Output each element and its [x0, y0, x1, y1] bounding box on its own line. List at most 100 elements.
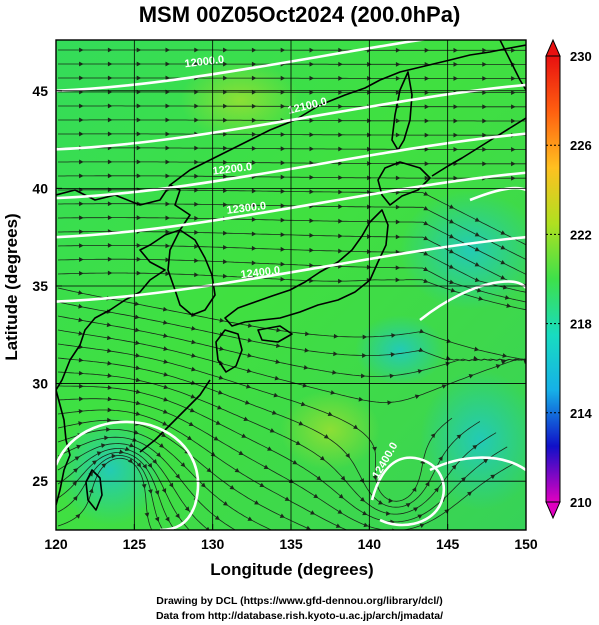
streamline-arrow	[338, 218, 343, 224]
streamline-arrow	[165, 215, 170, 221]
streamline-arrow	[453, 147, 458, 152]
contour-label: 12400.0	[240, 264, 281, 281]
streamline-arrow	[191, 366, 197, 372]
streamline-arrow	[106, 322, 112, 328]
streamline-arrow	[156, 452, 162, 458]
streamline-arrow	[194, 272, 199, 278]
streamline-arrow	[309, 189, 314, 195]
x-tick-label: 140	[358, 536, 382, 552]
streamline-arrow	[372, 475, 378, 481]
streamline-arrow	[300, 401, 306, 407]
coast-honshu	[224, 209, 389, 327]
streamline-arrow	[194, 173, 199, 179]
streamline-arrow	[511, 175, 516, 181]
x-tick-label: 130	[201, 536, 225, 552]
streamline-arrow	[418, 347, 424, 353]
streamline-arrow	[474, 262, 480, 267]
streamline-arrow	[451, 464, 457, 470]
streamline-arrow	[246, 368, 252, 373]
streamline-arrow	[136, 243, 142, 248]
streamline-arrow	[423, 251, 429, 256]
x-tick-label: 135	[279, 536, 303, 552]
streamline-arrow	[79, 257, 84, 262]
streamline-arrow	[154, 516, 160, 522]
streamline-arrow	[247, 352, 253, 358]
contour-low-south	[370, 456, 446, 527]
streamline-arrow	[303, 365, 309, 370]
streamline-arrow	[107, 173, 113, 179]
streamline-arrow	[72, 495, 78, 501]
streamline-arrow	[453, 47, 458, 53]
streamline-arrow	[189, 407, 195, 413]
streamline-arrow	[136, 47, 142, 53]
streamline-arrow	[107, 103, 113, 109]
streamline-arrow	[424, 175, 430, 181]
streamline-arrow	[474, 277, 480, 283]
streamline-arrow	[136, 117, 142, 123]
streamline-arrow	[219, 317, 225, 323]
streamline-arrow	[453, 104, 458, 110]
streamline-arrow	[424, 104, 430, 110]
streamline-arrow	[79, 47, 84, 53]
x-tick-label: 150	[514, 536, 538, 552]
streamline-arrow	[430, 433, 436, 439]
coast-mainland-asia	[56, 184, 191, 391]
x-axis-label: Longitude (degrees)	[210, 560, 373, 579]
streamline-arrow	[424, 118, 430, 124]
streamline-arrow	[79, 131, 84, 137]
streamline-arrow	[338, 47, 343, 53]
streamline-arrow	[107, 385, 113, 390]
streamline-arrow	[424, 132, 430, 138]
streamline-arrow	[511, 76, 516, 81]
streamline-arrow	[337, 509, 343, 514]
streamline-arrow	[165, 229, 170, 235]
streamline-arrow	[107, 243, 113, 248]
streamline-arrow	[504, 295, 510, 300]
streamline-arrow	[395, 132, 401, 138]
streamline-arrow	[309, 132, 314, 138]
streamline-arrow	[474, 217, 480, 222]
streamline-arrow	[424, 146, 430, 152]
streamline	[57, 419, 313, 530]
streamline	[57, 448, 190, 530]
streamline-arrow	[395, 47, 401, 53]
streamline-arrow	[259, 482, 265, 488]
streamline-arrow	[424, 76, 430, 81]
streamline-arrow	[96, 451, 102, 456]
streamline-arrow	[144, 512, 150, 518]
streamline-arrow	[298, 421, 304, 426]
streamline	[58, 91, 526, 93]
streamline-arrow	[222, 501, 229, 506]
streamline-arrow	[133, 430, 140, 435]
streamline-arrow	[78, 317, 84, 323]
streamline-arrow	[332, 370, 337, 375]
streamline-arrow	[309, 174, 314, 180]
streamline	[58, 77, 526, 79]
streamline-arrow	[136, 173, 142, 179]
streamline-arrow	[309, 104, 314, 109]
contour-sw-circle	[56, 420, 200, 530]
streamline-arrow	[194, 244, 199, 249]
streamline-arrow	[217, 390, 224, 395]
streamline-arrow	[467, 491, 473, 497]
streamline-arrow	[101, 463, 107, 468]
streamline-arrow	[251, 217, 257, 222]
streamline-arrow	[78, 303, 84, 309]
streamline-arrow	[223, 47, 228, 53]
streamline-arrow	[333, 333, 339, 339]
streamline-arrow	[134, 314, 140, 320]
streamline-arrow	[186, 435, 193, 441]
streamline-arrow	[194, 103, 199, 109]
streamline	[58, 161, 526, 165]
streamline-arrow	[424, 47, 430, 53]
streamline-arrow	[500, 245, 506, 250]
streamline-arrow	[483, 458, 489, 464]
streamline-arrow	[129, 442, 135, 448]
streamline-arrow	[142, 463, 147, 470]
streamline-arrow	[107, 47, 113, 53]
colorbar-tick-label: 222	[570, 227, 592, 242]
streamline-arrow	[378, 500, 384, 505]
streamline-arrow	[500, 230, 506, 235]
streamline-arrow	[106, 335, 112, 341]
streamline-arrow	[210, 451, 216, 457]
